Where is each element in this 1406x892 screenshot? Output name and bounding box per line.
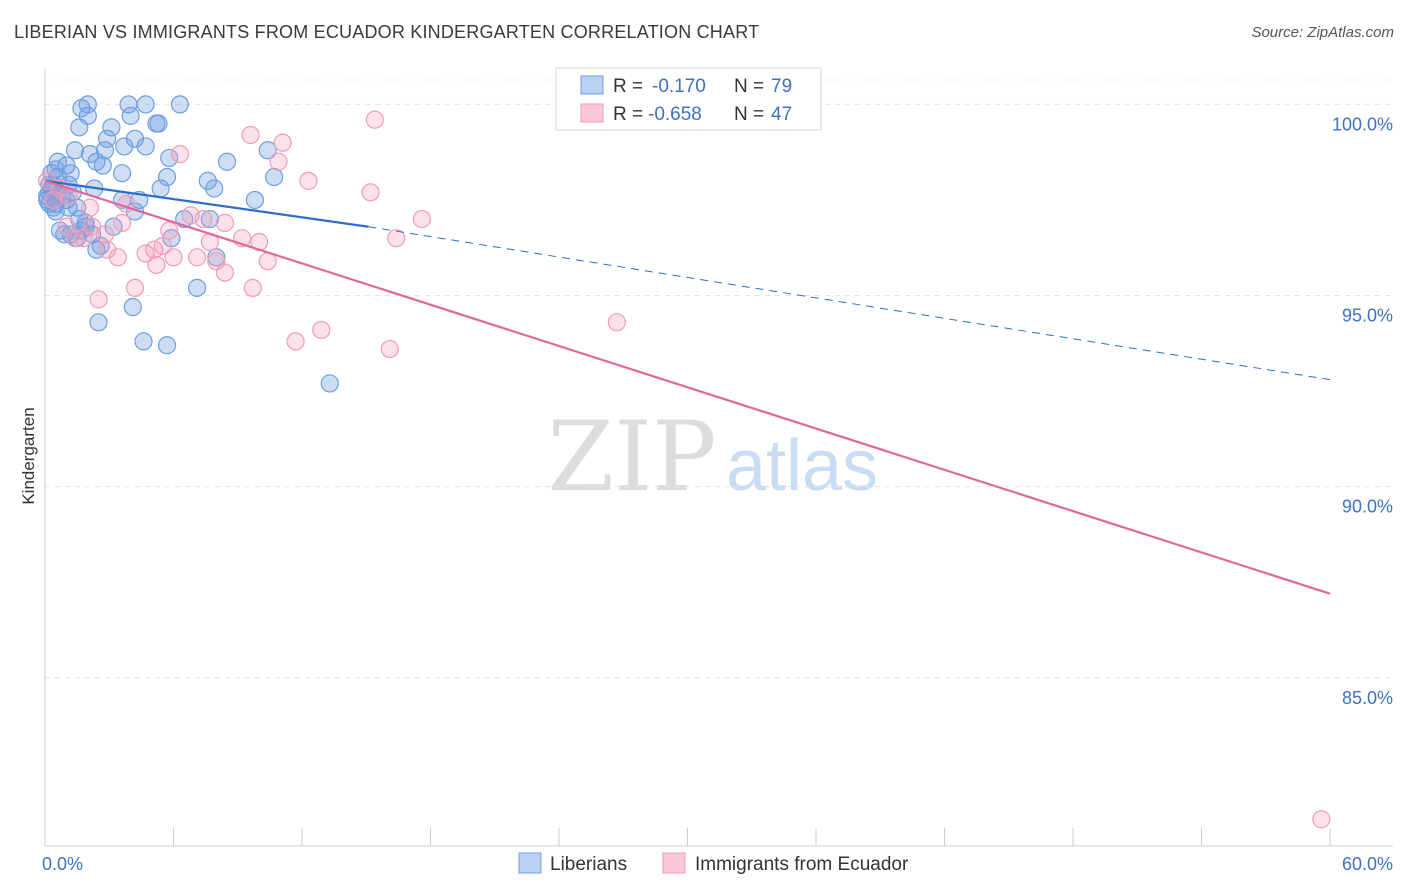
legend-r-label-1: R = [613, 76, 643, 97]
ecuador-point [164, 248, 183, 267]
legend-n-label-2: N = [734, 104, 764, 125]
chart-title: LIBERIAN VS IMMIGRANTS FROM ECUADOR KIND… [14, 22, 760, 42]
ecuador-point [108, 248, 127, 267]
ecuador-point [607, 313, 626, 332]
ecuador-point [243, 278, 262, 297]
liberians-point [217, 152, 237, 171]
ecuador-point [74, 229, 93, 248]
ecuador-trend-line [44, 179, 1331, 595]
watermark-zip: ZIP [547, 401, 716, 513]
ecuador-point [147, 255, 166, 275]
ecuador-point [194, 209, 213, 229]
liberians-point [207, 248, 226, 267]
liberians-point [76, 217, 95, 236]
ecuador-point [153, 236, 172, 255]
liberians-point [134, 332, 153, 351]
ecuador-point [387, 229, 406, 248]
legend-n-value-1: 79 [771, 76, 792, 97]
legend-swatch-liberians [580, 75, 604, 95]
liberians-point [70, 118, 89, 137]
legend-r-label-2: R = [613, 104, 643, 125]
liberians-point [258, 141, 277, 160]
liberians-point [200, 209, 220, 229]
liberians-point [65, 141, 85, 160]
liberians-point [157, 167, 177, 187]
liberians-point [121, 106, 140, 125]
liberians-point [187, 278, 207, 297]
x-tick-labels: 0.0% 60.0% [42, 854, 1393, 874]
liberians-point [205, 179, 224, 198]
ecuador-point [145, 240, 164, 259]
liberians-point [151, 179, 170, 198]
ecuador-point [299, 171, 318, 190]
bottom-legend: Liberians Immigrants from Ecuador [518, 852, 909, 875]
ecuador-point [44, 190, 63, 210]
x-tick-label-max: 60.0% [1342, 854, 1393, 874]
ecuador-point [125, 278, 145, 297]
gridlines [45, 79, 1393, 679]
y-tick-label: 90.0% [1342, 497, 1393, 517]
ecuador-point [412, 209, 432, 229]
legend-swatch-ecuador [580, 103, 604, 123]
ecuador-point [80, 198, 100, 217]
liberians-trend-line [44, 179, 369, 228]
source-label: Source: ZipAtlas.com [1251, 24, 1394, 41]
ecuador-point [241, 125, 260, 145]
y-tick-label: 100.0% [1332, 114, 1393, 134]
liberians-point [102, 118, 121, 137]
trend-lines [44, 179, 1331, 595]
legend-r-value-1: -0.170 [652, 76, 706, 97]
liberians-point [123, 297, 142, 317]
liberians-point [320, 374, 339, 393]
bottom-legend-swatch-liberians [518, 852, 542, 874]
bottom-legend-ecuador: Immigrants from Ecuador [695, 854, 909, 875]
ecuador-point [215, 213, 234, 233]
liberians-point [93, 156, 112, 175]
ecuador-point [89, 290, 108, 309]
ecuador-point [112, 213, 132, 233]
liberians-point [136, 137, 155, 156]
ecuador-point [361, 183, 380, 202]
liberians-point [265, 167, 284, 187]
liberians-point [89, 313, 108, 332]
legend-n-value-2: 47 [771, 104, 792, 125]
liberians-trend-extension [368, 226, 1331, 381]
ecuador-point [160, 221, 179, 240]
x-tick-label-min: 0.0% [42, 854, 83, 874]
y-tick-label: 95.0% [1342, 306, 1393, 326]
ecuador-point [170, 144, 190, 164]
legend-r-value-2: -0.658 [648, 104, 702, 125]
ecuador-point [380, 339, 399, 359]
y-tick-label: 85.0% [1342, 688, 1393, 708]
liberians-point [112, 164, 132, 183]
liberians-point [149, 114, 168, 133]
liberians-point [98, 129, 117, 148]
ecuador-point [286, 332, 305, 351]
y-axis-title: Kindergarten [19, 407, 38, 504]
ecuador-point [136, 244, 155, 263]
liberians-point [136, 95, 155, 114]
liberians-point [157, 336, 177, 355]
liberians-point [115, 137, 134, 156]
bottom-legend-swatch-ecuador [662, 852, 686, 874]
axes [44, 68, 1393, 847]
liberians-point [170, 95, 190, 114]
watermark-atlas: atlas [726, 426, 878, 506]
ecuador-point [1312, 810, 1331, 829]
liberians-point [87, 240, 106, 259]
ecuador-point [273, 133, 292, 152]
legend-n-label-1: N = [734, 76, 764, 97]
ecuador-point [312, 320, 331, 340]
y-tick-labels: 85.0% 90.0% 95.0% 100.0% [1332, 114, 1393, 707]
ecuador-point [187, 248, 207, 267]
bottom-legend-liberians: Liberians [550, 854, 627, 875]
liberians-point [245, 190, 264, 210]
ecuador-points [38, 110, 1331, 829]
ecuador-point [215, 263, 234, 282]
ecuador-point [269, 152, 288, 171]
ecuador-point [365, 110, 384, 129]
liberians-point [160, 148, 179, 168]
legend-box: R = -0.170 N = 79 R = -0.658 N = 47 [555, 67, 822, 131]
